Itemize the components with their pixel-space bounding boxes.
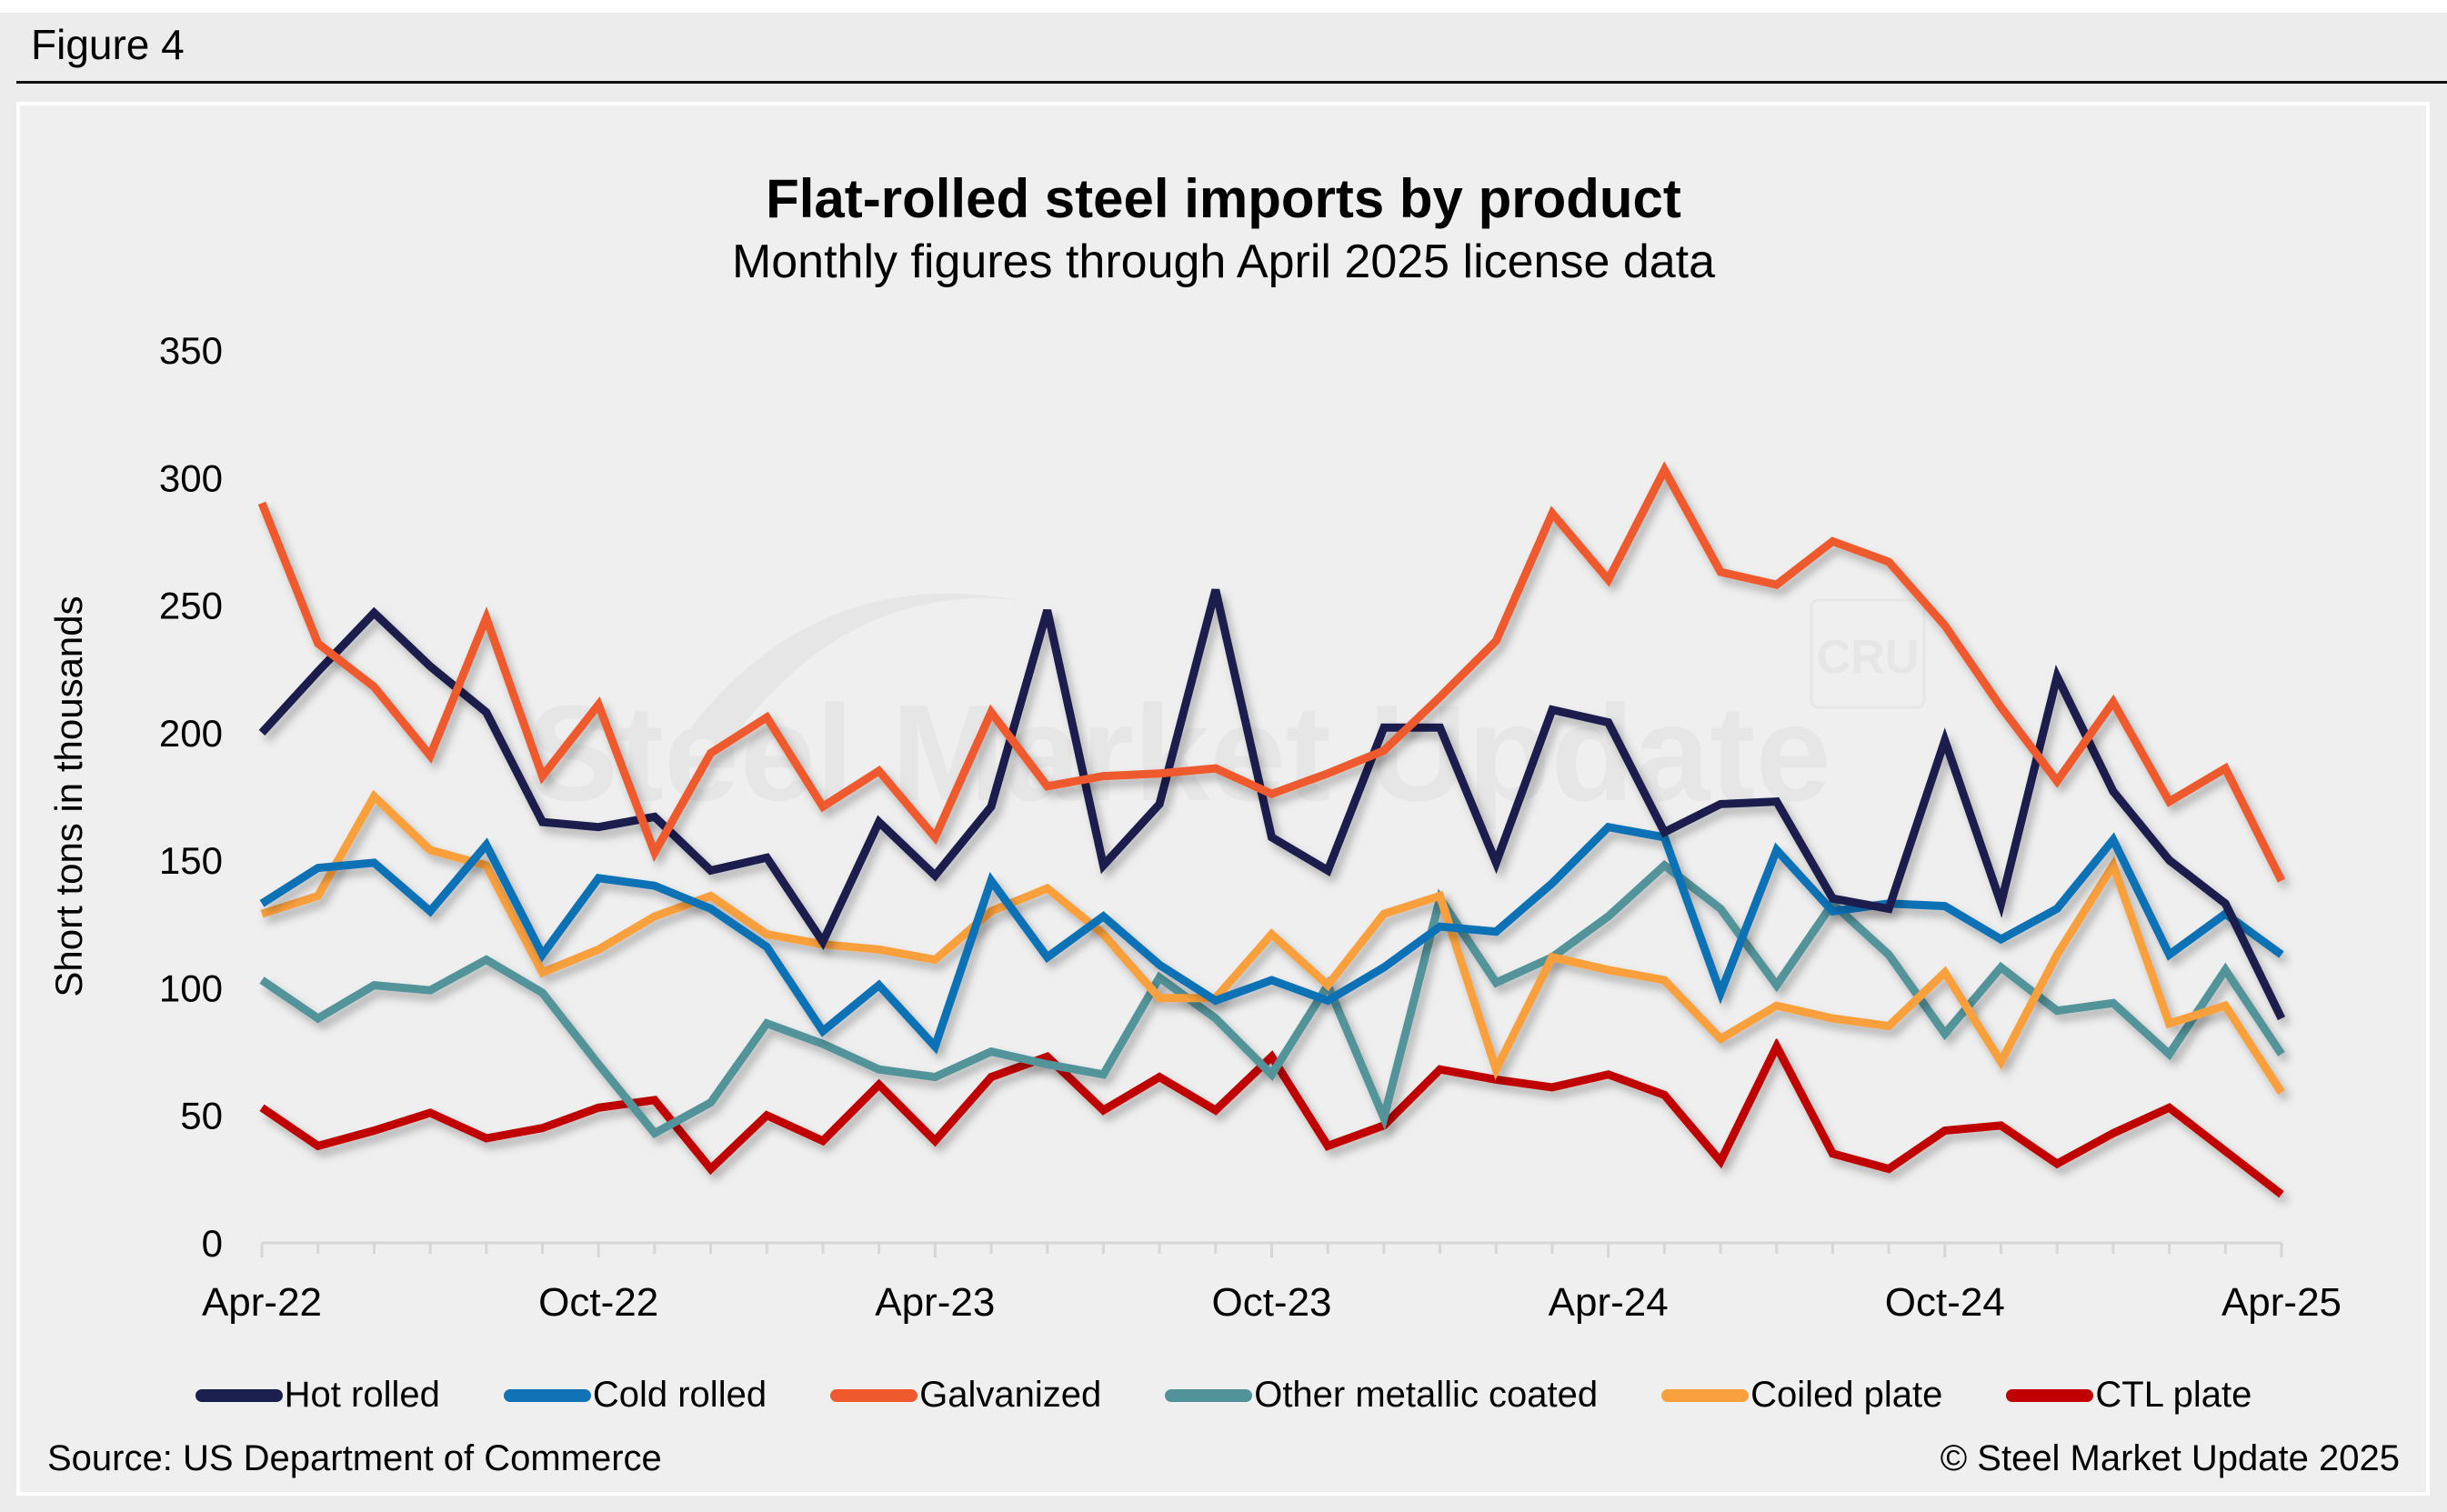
legend-label: Other metallic coated [1254,1375,1599,1415]
x-tick-label: Oct-24 [1885,1280,2005,1325]
legend-item: Cold rolled [503,1375,767,1416]
watermark: Steel Market Update CRU [527,593,1926,829]
legend-swatch [1661,1388,1750,1402]
legend-label: Cold rolled [592,1375,767,1415]
legend-swatch [503,1388,591,1402]
legend: Hot rolled Cold rolled Galvanized Other met… [0,1375,2447,1416]
header-rule [16,81,2447,84]
series-line-hot-rolled [258,588,2286,1021]
chart-subtitle: Monthly figures through April 2025 licen… [731,235,1716,288]
y-tick-label: 250 [159,585,223,627]
watermark-logo: CRU [1817,631,1920,684]
x-tick-label: Apr-23 [875,1280,995,1325]
copyright-note: © Steel Market Update 2025 [1940,1438,2400,1478]
series-line-cold-rolled [259,822,2284,1055]
legend-label: Galvanized [919,1375,1102,1415]
chart-title: Flat-rolled steel imports by product [766,168,1681,229]
x-tick-label: Apr-25 [2221,1280,2342,1325]
y-tick-label: 300 [159,456,223,499]
source-note: Source: US Department of Commerce [47,1438,662,1478]
legend-swatch [195,1388,283,1402]
y-tick-label: 200 [159,712,223,755]
legend-swatch [830,1388,918,1402]
legend-swatch [2006,1388,2094,1402]
legend-label: CTL plate [2095,1375,2252,1415]
x-tick-label: Apr-22 [202,1280,322,1325]
y-tick-label: 100 [159,966,223,1009]
y-axis: 0 50 100 150 200 250 300 350 [159,329,223,1265]
y-axis-label: Short tons in thousands [47,596,90,996]
series-line-galvanized [257,461,2286,883]
legend-label: Coiled plate [1750,1375,1943,1415]
x-tick-label: Apr-24 [1549,1280,1669,1325]
y-tick-label: 50 [180,1095,223,1137]
series-line-other-metallic-coated [259,859,2285,1139]
legend-item: Coiled plate [1661,1375,1942,1416]
x-tick-label: Oct-22 [538,1280,658,1325]
series-layer [257,461,2286,1198]
y-tick-label: 0 [202,1222,223,1265]
series-line-ctl-plate [259,1037,2284,1198]
legend-item: Hot rolled [195,1375,440,1416]
watermark-swoosh [691,593,1018,746]
legend-item: CTL plate [2006,1375,2251,1416]
x-axis: Apr-22 Oct-22 Apr-23 Oct-23 Apr-24 Oct-24 Apr-… [202,1241,2342,1325]
y-tick-label: 350 [159,329,223,372]
series-line-coiled-plate [260,789,2285,1095]
y-tick-label: 150 [159,839,223,882]
legend-item: Galvanized [830,1375,1101,1416]
legend-swatch [1165,1388,1253,1402]
watermark-text: Steel Market Update [527,676,1831,829]
x-tick-label: Oct-23 [1211,1280,1331,1325]
legend-label: Hot rolled [284,1375,440,1415]
legend-item: Other metallic coated [1165,1375,1598,1416]
figure-label: Figure 4 [31,21,185,68]
watermark-logo-box [1810,598,1926,709]
